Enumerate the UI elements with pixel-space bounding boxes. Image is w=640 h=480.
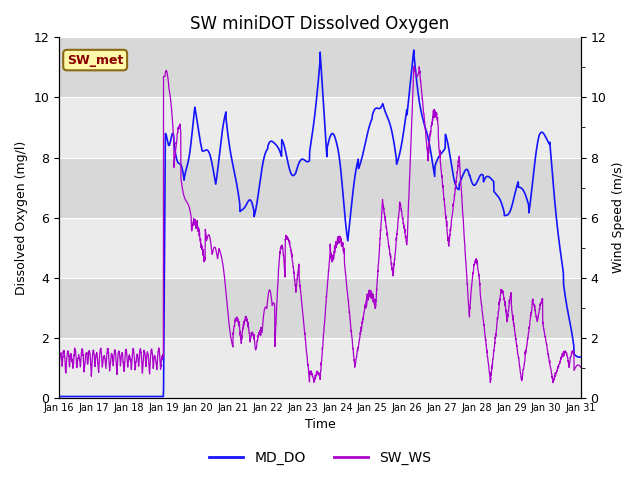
MD_DO bbox=[467, 174, 474, 180]
MD_DO bbox=[562, 298, 570, 304]
SW_WS bbox=[577, 365, 585, 371]
Title: SW miniDOT Dissolved Oxygen: SW miniDOT Dissolved Oxygen bbox=[190, 15, 450, 33]
Line: MD_DO: MD_DO bbox=[59, 50, 581, 396]
Bar bbox=[59, 97, 581, 157]
Line: SW_WS: SW_WS bbox=[59, 66, 581, 383]
MD_DO bbox=[55, 394, 63, 399]
MD_DO bbox=[82, 394, 90, 399]
Legend: MD_DO, SW_WS: MD_DO, SW_WS bbox=[203, 445, 437, 471]
SW_WS bbox=[511, 329, 518, 335]
SW_WS bbox=[567, 354, 575, 360]
Bar bbox=[59, 278, 581, 338]
X-axis label: Time: Time bbox=[305, 419, 335, 432]
SW_WS bbox=[55, 363, 63, 369]
SW_WS bbox=[255, 330, 263, 336]
Bar bbox=[59, 157, 581, 217]
Y-axis label: Dissolved Oxygen (mg/l): Dissolved Oxygen (mg/l) bbox=[15, 141, 28, 295]
Bar bbox=[59, 338, 581, 398]
MD_DO bbox=[577, 354, 585, 360]
SW_WS bbox=[115, 349, 122, 355]
Bar bbox=[59, 217, 581, 278]
SW_WS bbox=[278, 244, 285, 250]
Bar bbox=[59, 37, 581, 97]
Text: SW_met: SW_met bbox=[67, 54, 124, 67]
SW_WS bbox=[146, 371, 154, 377]
MD_DO bbox=[562, 297, 570, 302]
Y-axis label: Wind Speed (m/s): Wind Speed (m/s) bbox=[612, 162, 625, 274]
SW_WS bbox=[486, 380, 494, 385]
SW_WS bbox=[410, 63, 418, 69]
MD_DO bbox=[410, 47, 418, 53]
MD_DO bbox=[309, 127, 317, 133]
MD_DO bbox=[295, 160, 303, 166]
